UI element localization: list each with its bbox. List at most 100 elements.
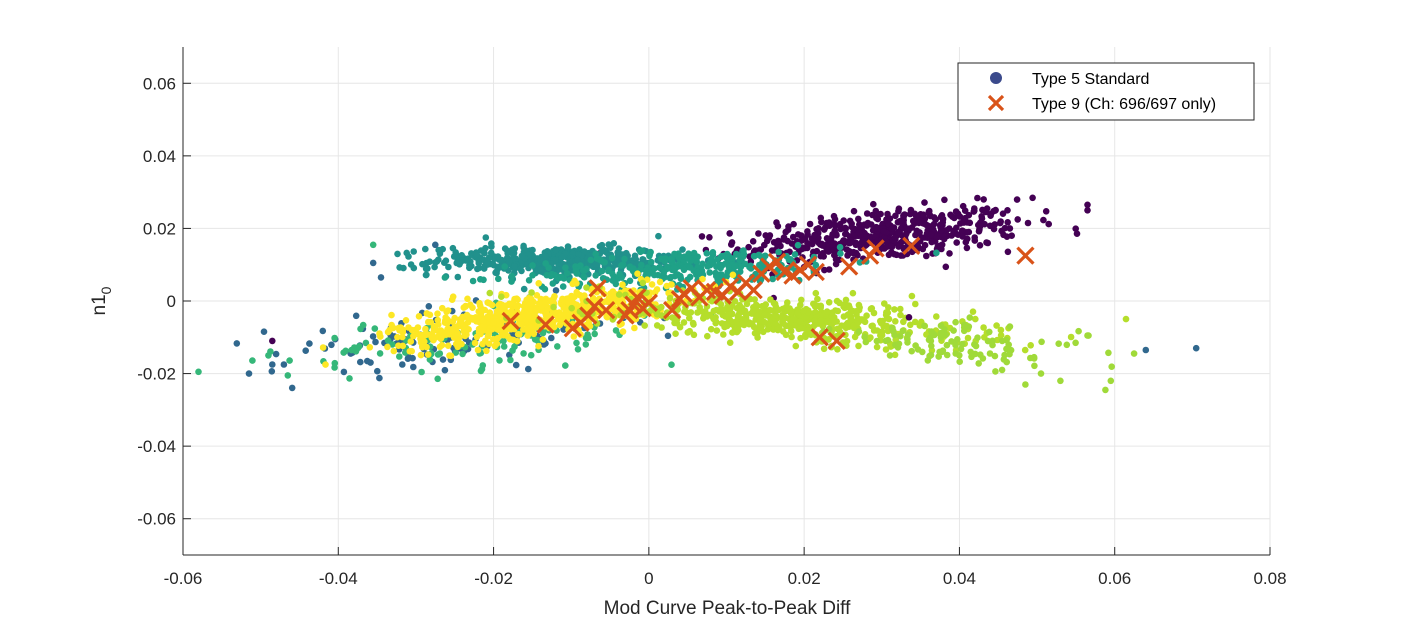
data-point <box>666 294 674 302</box>
data-point <box>913 212 920 220</box>
data-point <box>598 241 606 249</box>
data-point <box>1027 354 1034 362</box>
data-point <box>812 289 820 297</box>
data-point <box>1031 362 1038 370</box>
data-point <box>889 324 896 332</box>
data-point <box>434 375 442 383</box>
data-point <box>772 319 779 327</box>
data-point <box>288 384 296 392</box>
data-point <box>547 272 554 280</box>
data-point <box>817 317 824 324</box>
data-point <box>932 232 940 240</box>
data-point <box>607 244 614 252</box>
data-point <box>738 320 746 328</box>
data-point <box>556 321 564 329</box>
x-tick-label: 0.08 <box>1253 569 1286 588</box>
data-point <box>456 319 464 327</box>
data-point <box>819 242 826 249</box>
data-point <box>855 328 863 335</box>
data-point-outlier <box>432 241 439 249</box>
data-point <box>653 286 661 293</box>
data-point <box>924 357 932 364</box>
data-point <box>684 329 692 336</box>
data-point <box>639 279 647 287</box>
data-point <box>903 230 910 237</box>
data-point <box>520 350 527 357</box>
data-point <box>949 213 956 220</box>
data-point <box>508 278 515 285</box>
data-point-outlier <box>265 352 272 359</box>
data-point <box>1001 351 1008 359</box>
data-point-outlier <box>369 259 377 267</box>
data-point <box>897 252 905 259</box>
data-point <box>512 361 520 369</box>
data-point <box>912 300 919 308</box>
data-point <box>542 252 549 260</box>
data-point <box>706 234 713 241</box>
data-point <box>830 212 838 220</box>
data-point <box>331 359 339 367</box>
data-point <box>626 277 634 285</box>
data-point <box>946 250 953 257</box>
data-point <box>847 309 854 316</box>
data-point <box>713 272 720 280</box>
data-point <box>346 375 353 382</box>
data-point <box>484 313 491 321</box>
data-point <box>814 295 821 303</box>
x-tick-label: -0.02 <box>474 569 513 588</box>
data-point <box>823 308 831 315</box>
data-point <box>509 299 517 307</box>
data-point <box>952 350 959 357</box>
data-point <box>486 328 493 335</box>
data-point <box>328 341 335 349</box>
data-point <box>520 285 528 293</box>
data-point <box>1013 196 1021 203</box>
data-point <box>884 336 892 344</box>
data-point <box>477 330 484 338</box>
data-point <box>828 240 836 248</box>
data-point <box>306 340 313 347</box>
x-tick-label: -0.04 <box>319 569 358 588</box>
data-point <box>494 253 502 260</box>
data-point <box>817 214 825 222</box>
data-point <box>948 338 955 345</box>
data-point <box>591 330 598 338</box>
data-point <box>549 280 557 287</box>
data-point <box>319 344 327 351</box>
data-point <box>819 322 827 330</box>
data-point <box>621 255 628 263</box>
data-point-outlier <box>905 314 913 321</box>
data-point <box>941 233 948 241</box>
data-point <box>483 347 490 355</box>
data-point <box>958 340 966 348</box>
data-point <box>687 309 695 316</box>
data-point <box>399 342 407 350</box>
data-point <box>651 271 658 279</box>
data-point <box>850 322 857 330</box>
data-point <box>439 356 447 363</box>
data-point-outlier <box>1192 344 1200 352</box>
data-point <box>797 334 804 342</box>
data-point <box>842 230 849 238</box>
data-point <box>451 314 459 322</box>
data-point <box>607 290 614 297</box>
data-point <box>788 333 795 341</box>
data-point <box>770 299 778 307</box>
data-point <box>432 326 440 334</box>
data-point <box>749 307 757 315</box>
type9-point <box>628 288 647 307</box>
data-point <box>653 322 661 329</box>
data-point <box>794 231 802 238</box>
data-point <box>471 339 479 347</box>
data-point <box>864 219 872 227</box>
data-point <box>474 265 481 273</box>
data-point <box>542 260 549 267</box>
data-point <box>873 343 881 351</box>
data-point <box>743 310 751 318</box>
data-point <box>612 280 620 288</box>
data-point <box>937 227 945 234</box>
data-point <box>790 315 797 323</box>
y-axis-label-main: n1 <box>89 294 110 315</box>
data-point <box>726 230 733 237</box>
data-point <box>749 238 757 245</box>
